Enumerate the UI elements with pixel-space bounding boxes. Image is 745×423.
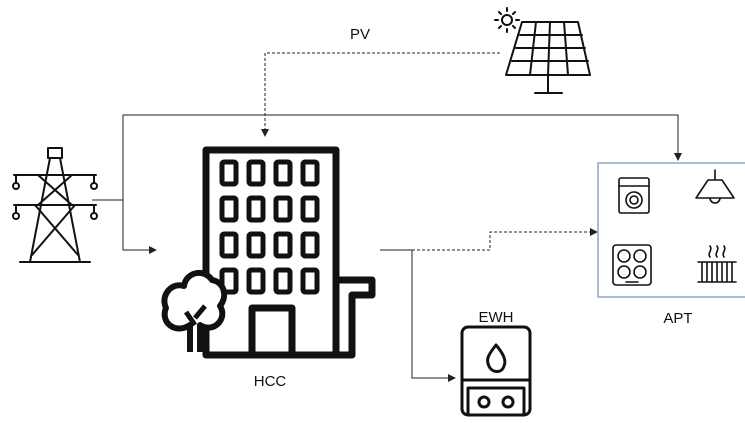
building-icon-part xyxy=(336,280,372,355)
connectors-part xyxy=(92,115,678,200)
appliance-icons-part xyxy=(698,262,736,282)
appliance-icons-part xyxy=(709,246,725,257)
appliance-icons-part xyxy=(618,250,630,262)
pv-label: PV xyxy=(350,26,370,43)
pylon-icon-part xyxy=(48,148,62,158)
building-icon-part-part xyxy=(303,270,317,292)
connectors-part xyxy=(412,232,597,250)
pylon-icon-part xyxy=(13,213,19,219)
pylon-icon-part xyxy=(13,183,19,189)
building-icon-part-part xyxy=(276,198,290,220)
solar-icon xyxy=(495,8,590,93)
building-icon-part-part xyxy=(222,162,236,184)
heater-icon-part xyxy=(468,388,524,415)
solar-icon-part xyxy=(535,75,562,93)
appliance-icons-part xyxy=(696,170,734,203)
appliance-icons-part xyxy=(618,266,630,278)
heater-icon xyxy=(462,327,530,415)
apt-label: APT xyxy=(663,310,692,327)
diagram: HCC PV EWH APT xyxy=(0,0,745,423)
appliance-icons xyxy=(613,170,736,285)
pylon-icon-part xyxy=(91,183,97,189)
building-icon-part-part xyxy=(303,234,317,256)
appliance-icons-part xyxy=(630,196,638,204)
pylon-icon-part xyxy=(30,158,80,262)
building-icon-part-part xyxy=(276,270,290,292)
heater-icon-part xyxy=(503,397,513,407)
solar-icon-part xyxy=(502,15,512,25)
pylon-icon-part xyxy=(16,175,94,212)
connectors-part xyxy=(380,250,455,378)
ewh-label: EWH xyxy=(479,309,514,326)
building-icon-part-part xyxy=(249,198,263,220)
building-icon-part-part xyxy=(222,198,236,220)
building-icon-part xyxy=(252,308,292,355)
building-icon xyxy=(164,150,372,355)
connectors-part xyxy=(265,53,500,136)
pylon-icon xyxy=(13,148,97,262)
building-icon-part-part xyxy=(249,234,263,256)
hcc-label: HCC xyxy=(254,373,287,390)
connectors-part xyxy=(123,200,156,250)
pylon-icon-part xyxy=(91,213,97,219)
building-icon-part-part xyxy=(222,234,236,256)
building-icon-part-part xyxy=(303,198,317,220)
heater-icon-part xyxy=(488,345,505,372)
appliance-icons-part xyxy=(626,192,642,208)
heater-icon-part xyxy=(479,397,489,407)
appliance-icons-part xyxy=(613,245,651,285)
building-icon-part-part xyxy=(249,270,263,292)
building-icon-part-part xyxy=(276,162,290,184)
appliance-icons-part xyxy=(634,250,646,262)
building-icon-part-part xyxy=(303,162,317,184)
solar-icon-part xyxy=(495,8,519,32)
building-icon-part-part xyxy=(249,162,263,184)
building-icon-part-part xyxy=(276,234,290,256)
appliance-icons-part xyxy=(634,266,646,278)
building-icon-part xyxy=(164,273,224,352)
building-icon-part xyxy=(222,162,317,292)
